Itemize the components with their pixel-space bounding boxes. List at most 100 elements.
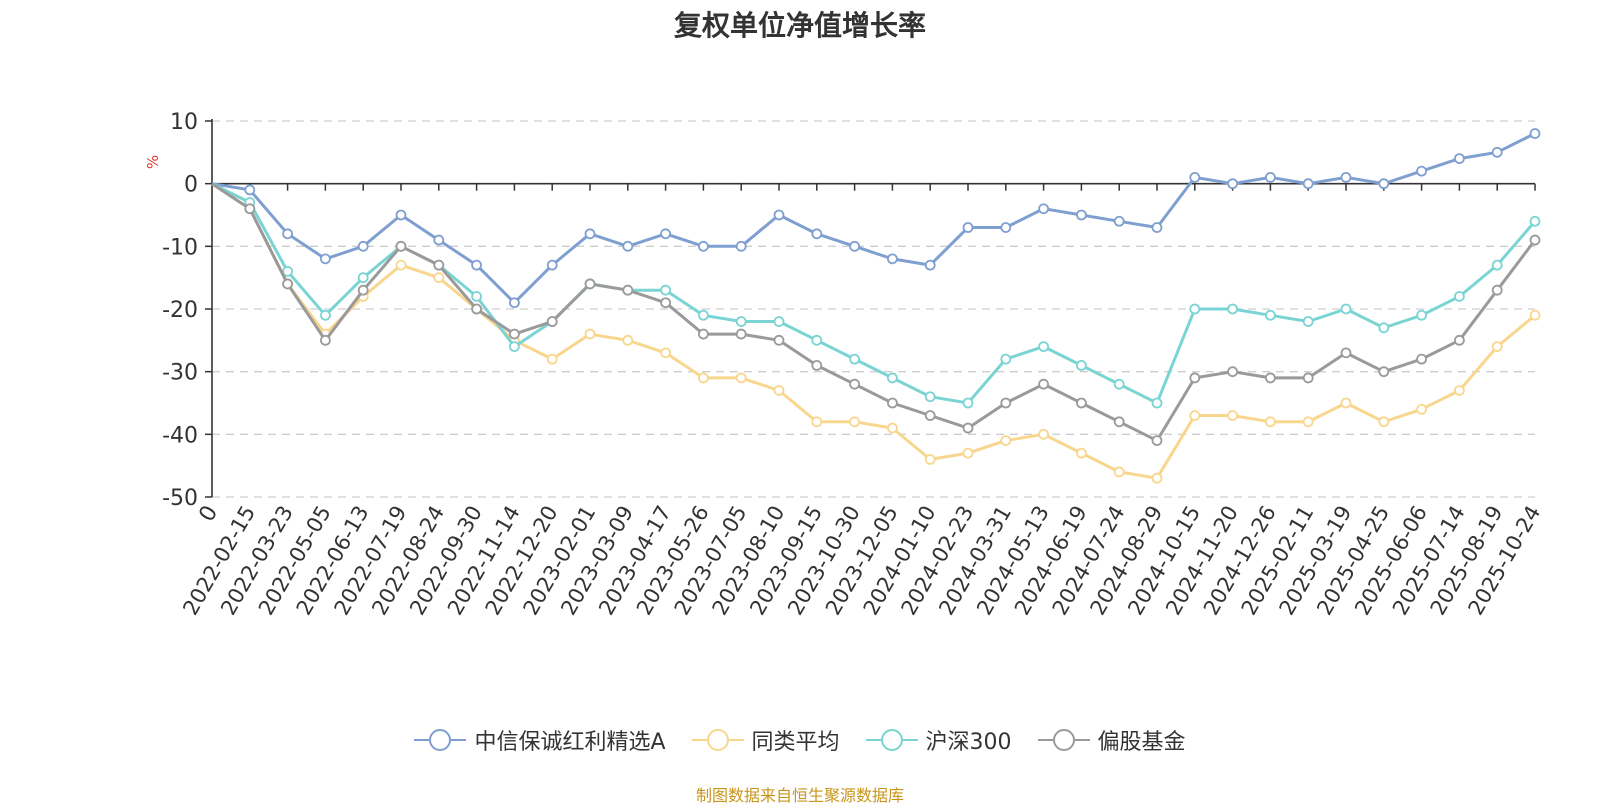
- data-point: [282, 278, 294, 290]
- data-point: [660, 284, 671, 296]
- legend-label: 中信保诚红利精选A: [474, 730, 666, 755]
- data-point: [1000, 222, 1012, 233]
- legend-item-3[interactable]: 偏股基金: [1037, 724, 1186, 756]
- data-point: [1454, 291, 1465, 302]
- data-point: [584, 278, 596, 290]
- data-point: [282, 265, 294, 277]
- data-point: [1265, 416, 1276, 428]
- data-point: [319, 253, 331, 265]
- data-point: [698, 328, 709, 340]
- data-point: [660, 228, 671, 240]
- data-point: [849, 240, 860, 252]
- data-point: [244, 184, 256, 196]
- legend: 中信保诚红利精选A 同类平均 沪深300 偏股基金: [0, 722, 1600, 758]
- data-point: [357, 240, 369, 252]
- data-point: [1416, 309, 1427, 321]
- legend-label: 偏股基金: [1097, 730, 1186, 755]
- data-point: [1113, 378, 1125, 390]
- data-point: [735, 316, 747, 327]
- data-point: [962, 397, 974, 409]
- data-point: [622, 240, 634, 252]
- legend-marker-icon: [865, 727, 918, 753]
- data-point: [1227, 410, 1238, 421]
- data-point: [1227, 178, 1238, 190]
- series-layer: [211, 128, 1541, 484]
- data-point: [546, 316, 558, 327]
- data-point: [924, 259, 936, 271]
- data-point: [735, 372, 747, 384]
- data-point: [698, 309, 709, 321]
- data-point: [1113, 466, 1125, 478]
- data-point: [395, 240, 407, 252]
- data-point: [1189, 372, 1201, 384]
- data-point: [962, 222, 974, 233]
- data-point: [1491, 146, 1503, 158]
- data-point: [1378, 322, 1390, 334]
- data-point: [1151, 397, 1163, 409]
- series-line-3: [211, 182, 1537, 443]
- data-point: [509, 341, 520, 353]
- data-point: [433, 272, 445, 284]
- data-point: [1076, 447, 1087, 459]
- legend-label: 同类平均: [751, 730, 840, 755]
- legend-marker-icon: [691, 727, 744, 753]
- data-point: [1000, 435, 1012, 447]
- data-point: [1378, 178, 1390, 190]
- data-point: [1265, 372, 1276, 384]
- series-line-0: [211, 132, 1536, 305]
- data-point: [1302, 372, 1314, 384]
- y-tick-label: -40: [162, 423, 198, 448]
- data-point: [811, 416, 823, 428]
- data-point: [1038, 428, 1049, 440]
- data-point: [546, 353, 558, 365]
- data-point: [433, 259, 445, 271]
- data-point: [471, 259, 483, 271]
- data-point: [1189, 171, 1201, 183]
- data-point: [962, 422, 974, 434]
- y-tick-label: -30: [162, 361, 198, 386]
- data-point: [1189, 410, 1201, 421]
- data-point: [924, 410, 936, 421]
- legend-item-2[interactable]: 沪深300: [865, 724, 1012, 756]
- data-point: [1227, 303, 1238, 315]
- legend-marker-icon: [1037, 727, 1090, 753]
- data-point: [1454, 153, 1465, 165]
- data-point: [1454, 385, 1465, 396]
- data-point: [698, 372, 709, 384]
- chart-title: 复权单位净值增长率: [673, 9, 926, 42]
- data-point: [319, 309, 331, 321]
- axis-layer: 100-10-20-30-40-5002022-02-152022-03-232…: [162, 110, 1545, 619]
- y-tick-label: 10: [170, 110, 198, 135]
- series-line-2: [211, 182, 1537, 405]
- data-point: [1227, 366, 1238, 378]
- data-point: [1189, 303, 1201, 315]
- y-axis-label: %: [144, 155, 162, 169]
- data-point: [509, 297, 520, 309]
- data-point: [622, 334, 634, 346]
- data-point: [1491, 284, 1503, 296]
- data-point: [1302, 316, 1314, 327]
- data-point: [584, 328, 596, 340]
- legend-item-1[interactable]: 同类平均: [691, 724, 840, 756]
- data-point: [1340, 347, 1352, 359]
- legend-marker-icon: [414, 727, 467, 753]
- y-tick-label: -10: [162, 235, 198, 260]
- y-tick-label: -20: [162, 298, 198, 323]
- data-point: [319, 334, 331, 346]
- data-point: [1302, 178, 1314, 190]
- data-point: [811, 334, 823, 346]
- data-point: [811, 228, 823, 240]
- data-point: [1038, 341, 1049, 353]
- data-point: [471, 291, 483, 302]
- legend-item-0[interactable]: 中信保诚红利精选A: [414, 724, 666, 756]
- data-point: [622, 284, 634, 296]
- data-point: [1491, 341, 1503, 353]
- data-point: [282, 228, 294, 240]
- data-point: [509, 328, 520, 340]
- legend-label: 沪深300: [925, 730, 1012, 755]
- data-point: [1416, 403, 1427, 415]
- data-point: [244, 203, 256, 215]
- data-point: [773, 334, 785, 346]
- data-point: [1378, 366, 1390, 378]
